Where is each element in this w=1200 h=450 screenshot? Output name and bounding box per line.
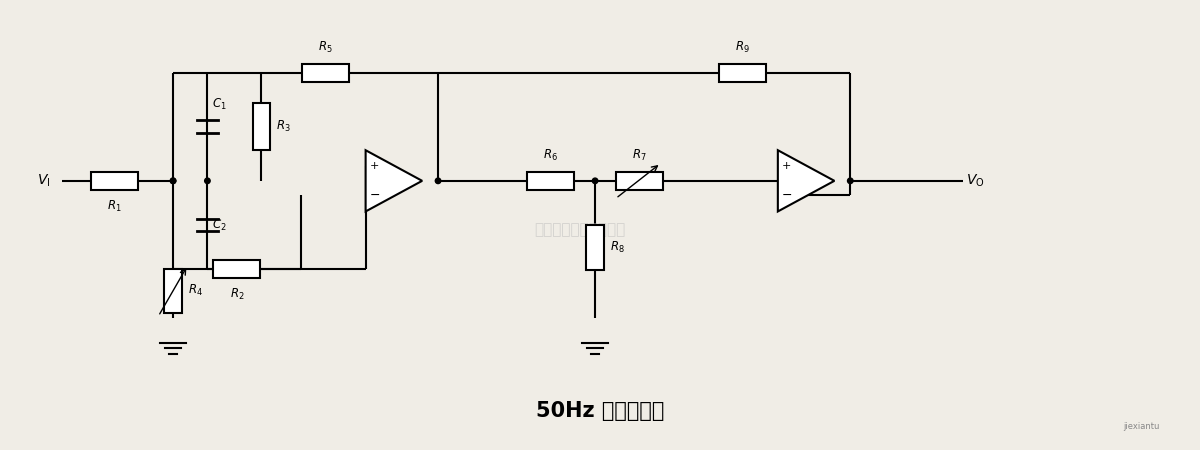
Text: 50Hz 滤波器电路: 50Hz 滤波器电路	[536, 401, 664, 421]
Text: jiexiantu: jiexiantu	[1123, 422, 1159, 431]
Circle shape	[436, 178, 440, 184]
Bar	[164, 269, 182, 313]
Text: $R_1$: $R_1$	[107, 198, 121, 214]
Text: −: −	[781, 189, 792, 202]
Text: +: +	[782, 162, 791, 171]
Text: $V_{\mathrm{O}}$: $V_{\mathrm{O}}$	[966, 173, 985, 189]
Bar	[719, 64, 766, 82]
Polygon shape	[366, 150, 422, 212]
Bar	[214, 261, 260, 278]
Text: $R_6$: $R_6$	[544, 148, 558, 163]
Text: $R_7$: $R_7$	[632, 148, 647, 163]
Bar	[527, 172, 575, 189]
Text: $R_4$: $R_4$	[187, 283, 203, 298]
Bar	[91, 172, 138, 189]
Circle shape	[170, 178, 176, 184]
Text: $R_8$: $R_8$	[610, 240, 625, 255]
Text: $R_9$: $R_9$	[734, 40, 750, 55]
Text: 杭州将睿科技有限公司: 杭州将睿科技有限公司	[535, 222, 626, 238]
Text: $R_5$: $R_5$	[318, 40, 332, 55]
Text: $V_{\mathrm{I}}$: $V_{\mathrm{I}}$	[37, 173, 50, 189]
Circle shape	[847, 178, 853, 184]
Circle shape	[170, 178, 176, 184]
Text: $R_2$: $R_2$	[229, 287, 244, 302]
Bar	[587, 225, 604, 270]
Bar	[252, 104, 270, 150]
Bar	[616, 172, 662, 189]
Text: $R_3$: $R_3$	[276, 119, 290, 135]
Text: +: +	[370, 162, 379, 171]
Text: $C_1$: $C_1$	[212, 97, 227, 112]
Text: $C_2$: $C_2$	[212, 217, 227, 233]
Circle shape	[205, 178, 210, 184]
Text: −: −	[370, 189, 379, 202]
Polygon shape	[778, 150, 834, 212]
Bar	[301, 64, 349, 82]
Circle shape	[593, 178, 598, 184]
